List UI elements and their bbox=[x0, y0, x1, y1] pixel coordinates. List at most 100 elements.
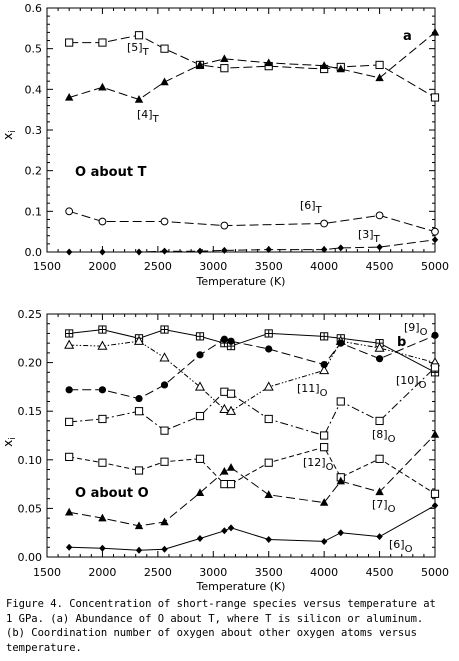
chart-panel-a: 1500 2000 2500 3000 3500 4000 4500 5000 0.0 0.1 0.… bbox=[1, 2, 449, 288]
series-label: [9]O bbox=[404, 321, 428, 338]
series-line bbox=[69, 505, 436, 551]
data-point bbox=[161, 545, 168, 553]
series-label-main: [6] bbox=[389, 538, 405, 551]
chart-panel-b: 1500 2000 2500 3000 3500 4000 4500 5000 0.00 0.05… bbox=[1, 308, 449, 593]
data-point bbox=[375, 73, 384, 82]
data-point bbox=[220, 387, 229, 396]
data-point bbox=[98, 513, 107, 522]
data-point bbox=[134, 407, 144, 416]
series-line bbox=[69, 334, 436, 400]
series-label: [5]T bbox=[127, 41, 150, 58]
data-point bbox=[159, 352, 170, 362]
data-point bbox=[227, 524, 235, 532]
x-tick-label: 3500 bbox=[255, 566, 283, 579]
y-tick-label: 0.2 bbox=[25, 165, 43, 178]
data-point bbox=[430, 489, 440, 498]
x-tick-label: 2000 bbox=[88, 260, 116, 273]
panel-title: O about O bbox=[75, 486, 149, 501]
data-point bbox=[375, 211, 384, 220]
data-point bbox=[134, 95, 144, 103]
series-label-main: [5] bbox=[127, 41, 143, 54]
data-point bbox=[65, 386, 73, 394]
series-line bbox=[69, 32, 436, 101]
data-point bbox=[160, 77, 169, 86]
series-label-main: [10] bbox=[396, 374, 419, 387]
x-tick-label: 4000 bbox=[310, 566, 338, 579]
data-point bbox=[134, 466, 144, 475]
data-point bbox=[226, 389, 236, 398]
data-point bbox=[320, 360, 328, 369]
series-label-main: [4] bbox=[137, 108, 153, 121]
marker-cross bbox=[98, 325, 107, 334]
series-label-main: [11] bbox=[297, 382, 320, 395]
data-point bbox=[98, 414, 107, 424]
data-point bbox=[195, 488, 205, 497]
data-point bbox=[430, 93, 440, 102]
data-point bbox=[430, 27, 440, 36]
data-point bbox=[376, 243, 383, 251]
data-point bbox=[134, 521, 144, 530]
data-point bbox=[265, 536, 272, 544]
data-point bbox=[264, 490, 273, 498]
data-point bbox=[320, 332, 329, 341]
y-axis-label-subscript: i bbox=[8, 130, 18, 133]
x-tick-label: 3500 bbox=[255, 260, 283, 273]
data-point bbox=[337, 244, 344, 252]
data-point bbox=[135, 248, 143, 256]
data-point bbox=[196, 351, 204, 359]
data-point bbox=[160, 217, 169, 226]
series-line bbox=[69, 434, 436, 527]
data-point bbox=[375, 487, 384, 496]
marker-cross bbox=[160, 325, 169, 334]
data-point bbox=[97, 340, 108, 350]
series-label-subscript: O bbox=[388, 504, 396, 515]
data-point bbox=[160, 381, 169, 389]
series-label-main: [3] bbox=[358, 228, 374, 241]
data-point bbox=[337, 339, 345, 347]
data-point bbox=[65, 417, 74, 426]
data-point bbox=[64, 507, 74, 516]
data-point bbox=[226, 480, 236, 489]
series-label-subscript: O bbox=[420, 327, 428, 338]
series-label-subscript: T bbox=[142, 47, 150, 58]
data-point bbox=[337, 529, 344, 537]
series-label-main: [6] bbox=[300, 199, 316, 212]
series-label-subscript: O bbox=[326, 462, 334, 473]
x-tick-label: 2500 bbox=[144, 566, 172, 579]
series-label-subscript: O bbox=[405, 544, 413, 555]
series-label: [4]T bbox=[137, 108, 160, 125]
data-point bbox=[265, 345, 273, 353]
data-point bbox=[195, 411, 205, 421]
data-point bbox=[319, 498, 329, 506]
data-point bbox=[98, 458, 107, 467]
data-point bbox=[65, 543, 73, 551]
series-label: [12]O bbox=[303, 456, 334, 473]
y-tick-label: 0.20 bbox=[18, 357, 43, 370]
data-point bbox=[65, 329, 74, 338]
series-label-subscript: O bbox=[320, 388, 328, 399]
data-point bbox=[220, 466, 229, 475]
x-tick-label: 5000 bbox=[421, 566, 449, 579]
marker-cross bbox=[65, 329, 73, 338]
data-point bbox=[98, 386, 107, 394]
series-label-subscript: T bbox=[152, 114, 160, 125]
data-point bbox=[319, 61, 329, 69]
data-point bbox=[196, 535, 204, 543]
series-label: [11]O bbox=[297, 382, 328, 399]
data-point bbox=[133, 335, 145, 345]
data-point bbox=[375, 416, 384, 426]
data-point bbox=[374, 342, 385, 352]
y-tick-label: 0.5 bbox=[25, 43, 43, 56]
series-label-main: [7] bbox=[372, 498, 388, 511]
data-point bbox=[264, 458, 273, 467]
series-label: [6]O bbox=[389, 538, 413, 555]
data-point bbox=[336, 397, 345, 406]
x-tick-label: 3000 bbox=[199, 566, 227, 579]
data-point bbox=[220, 480, 229, 489]
caption-line-3: (b) Coordination number of oxygen about … bbox=[6, 627, 417, 640]
data-point bbox=[319, 364, 330, 375]
data-point bbox=[375, 355, 384, 363]
data-point bbox=[220, 54, 229, 63]
data-point bbox=[320, 443, 329, 452]
